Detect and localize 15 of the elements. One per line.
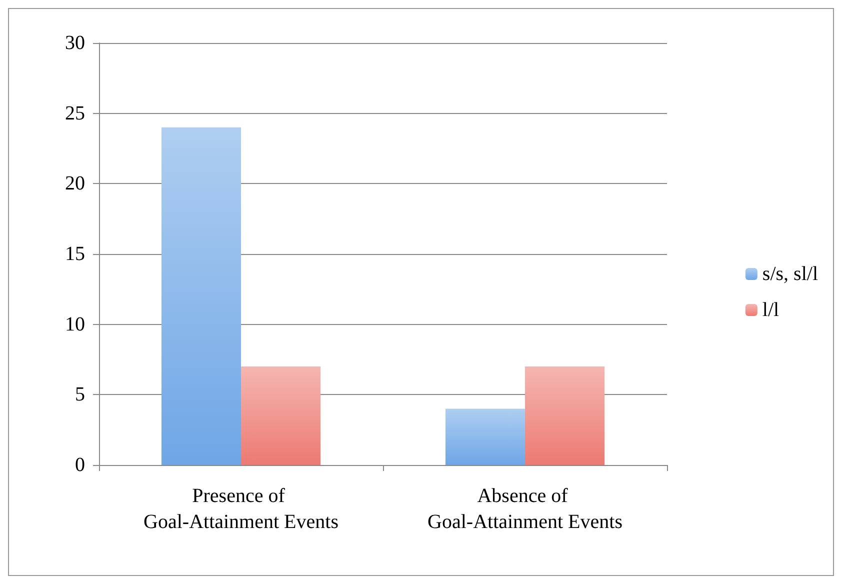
x-tick-label: Absence of Goal-Attainment Events <box>428 485 623 533</box>
y-tick-label: 25 <box>65 102 85 124</box>
legend-label: s/s, sl/l <box>762 263 818 285</box>
bar <box>241 366 321 465</box>
y-tick-label: 15 <box>65 243 85 265</box>
legend-label: l/l <box>762 299 780 321</box>
y-tick-label: 5 <box>75 384 85 406</box>
y-tick-label: 30 <box>65 32 85 54</box>
bar <box>445 408 525 465</box>
y-tick-label: 0 <box>75 454 85 476</box>
bar <box>525 366 605 465</box>
y-tick-label: 20 <box>65 172 85 195</box>
x-tick-label: Presence of Goal-Attainment Events <box>144 485 339 533</box>
y-tick-label: 10 <box>65 313 85 336</box>
bar <box>161 127 241 465</box>
